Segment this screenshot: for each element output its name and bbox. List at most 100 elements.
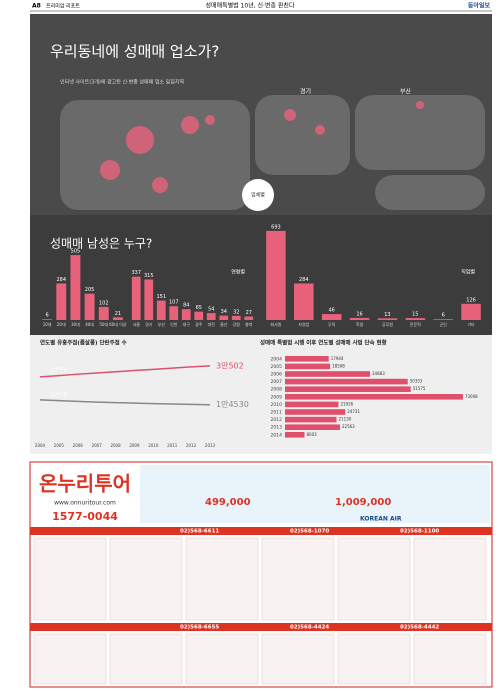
value-label: 50353	[410, 379, 423, 384]
bar	[285, 424, 340, 430]
end-label: 3만502	[216, 361, 244, 370]
group-name: 연령별	[231, 269, 245, 276]
url: www.onnuritour.com	[54, 500, 116, 507]
value-label: 18508	[332, 363, 345, 368]
section: 프리미엄 리포트	[46, 3, 80, 10]
bar	[231, 315, 241, 320]
bar	[461, 303, 481, 320]
group-name: 직업별	[461, 269, 475, 276]
branch-phone: 02)568-1100	[400, 529, 439, 535]
ad-banner	[140, 465, 490, 523]
x-tick-label: 2012	[186, 443, 197, 448]
category-label: 무직	[328, 321, 336, 327]
hotspot	[284, 109, 296, 121]
phone: 1577-0044	[52, 510, 118, 523]
value-label: 126	[466, 297, 476, 303]
value-label: 151	[156, 294, 166, 300]
bar	[285, 401, 339, 408]
bar	[156, 300, 166, 320]
ad-band	[30, 623, 492, 631]
map	[355, 95, 485, 170]
category-label: 인천	[170, 321, 178, 327]
x-tick-label: 2008	[110, 443, 121, 448]
y-tick-label: 2008	[271, 387, 283, 393]
category-label: 대구	[183, 321, 191, 327]
bar	[70, 255, 81, 320]
bar	[98, 306, 109, 320]
bar	[285, 378, 408, 385]
ad-listing	[109, 537, 183, 621]
chart-title: 연도별 유흥주점(룸살롱) 단란주점 수	[40, 339, 127, 347]
value-label: 32	[233, 309, 239, 315]
bar	[244, 316, 254, 320]
price: 1,009,000	[335, 497, 391, 508]
category-label: 회사원	[270, 321, 281, 327]
category-label: 자영업	[298, 321, 309, 327]
bar	[285, 386, 411, 392]
x-tick-label: 2009	[129, 443, 140, 448]
bar	[285, 363, 331, 370]
category-label: 경기	[145, 321, 153, 327]
category-label: 공무원	[382, 321, 393, 327]
ad-listing	[261, 633, 335, 685]
x-tick-label: 2011	[167, 443, 178, 448]
ad-listing	[33, 537, 107, 621]
headline: 성매매특별법 10년, 신·변종 판친다	[206, 2, 295, 10]
y-tick-label: 2012	[271, 417, 283, 423]
map	[60, 100, 250, 210]
value-label: 51575	[413, 386, 426, 391]
x-tick-label: 2013	[205, 443, 216, 448]
y-tick-label: 2011	[271, 410, 283, 416]
x-tick-label: 2004	[35, 443, 46, 448]
category-label: 기타	[467, 321, 475, 327]
value-label: 46	[329, 308, 335, 314]
hotspot	[181, 116, 199, 134]
value-label: 24731	[347, 409, 360, 414]
value-label: 6	[45, 313, 48, 319]
value-label: 34883	[372, 371, 385, 376]
chart-title: 성매매 남성은 누구?	[50, 237, 152, 251]
y-tick-label: 2014	[271, 432, 283, 438]
value-label: 73008	[465, 394, 478, 399]
value-label: 27	[246, 310, 252, 316]
bar	[285, 409, 346, 415]
value-label: 284	[56, 277, 66, 283]
ad-listing	[337, 537, 411, 621]
value-label: 54	[208, 307, 214, 313]
value-label: 102	[99, 300, 109, 306]
line	[39, 399, 211, 406]
x-tick-label: 2007	[92, 443, 103, 448]
value-label: 65	[196, 305, 202, 311]
ad-listing	[33, 633, 107, 685]
y-tick-label: 2010	[271, 402, 283, 408]
paper: 동아일보	[468, 2, 491, 10]
bar	[219, 315, 229, 320]
region-label: 경기	[300, 88, 311, 96]
title: 우리동네에 성매매 업소가?	[50, 43, 219, 61]
hotspot	[315, 125, 325, 135]
bar	[131, 276, 141, 320]
page-number: A8	[32, 3, 41, 10]
category-label: 울산	[220, 321, 228, 327]
bar	[285, 416, 337, 423]
value-label: 284	[299, 277, 309, 283]
branch-phone: 02)568-6655	[180, 625, 219, 631]
center-circle	[242, 179, 274, 211]
bar	[181, 309, 191, 320]
value-label: 505	[71, 249, 81, 255]
value-label: 84	[183, 303, 189, 309]
category-label: 부산	[158, 321, 166, 327]
category-label: 10대	[43, 321, 52, 327]
y-tick-label: 2013	[271, 425, 283, 431]
line	[39, 365, 211, 378]
branch-phone: 02)568-1070	[290, 529, 329, 535]
brand: 온누리투어	[39, 472, 131, 496]
value-label: 337	[131, 270, 141, 276]
ad-listing	[413, 633, 487, 685]
ad-listing	[185, 633, 259, 685]
ad-listing	[413, 537, 487, 621]
value-label: 8003	[307, 432, 318, 437]
category-label: 60대 이상	[109, 321, 127, 327]
hotspot	[100, 160, 120, 180]
